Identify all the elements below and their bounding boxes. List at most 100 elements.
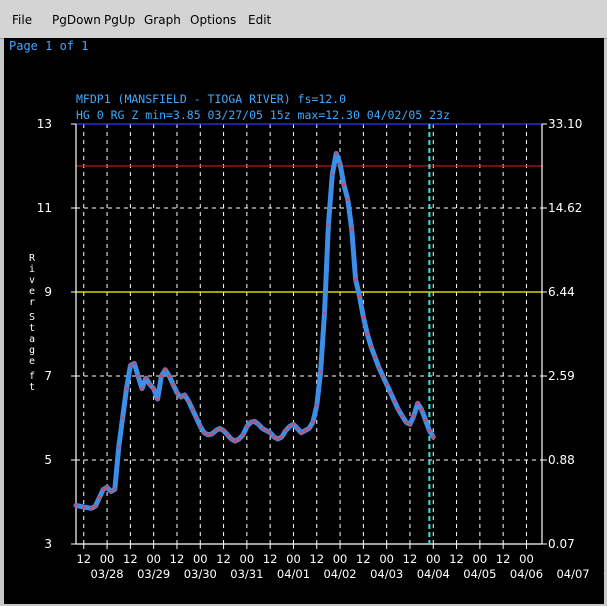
chart-subtitle: HG 0 RG Z min=3.85 03/27/05 15z max=12.3… xyxy=(76,108,450,122)
y-tick-label: 13 xyxy=(37,117,52,131)
data-point xyxy=(423,418,428,422)
y2-tick-label: 2.59 xyxy=(548,369,575,383)
y-tick-label: 9 xyxy=(44,285,52,299)
data-point xyxy=(377,365,381,370)
y-tick-label: 3 xyxy=(44,537,52,551)
y-tick-label: 5 xyxy=(44,453,52,467)
y2-tick-label: 14.62 xyxy=(548,201,582,215)
menu-edit[interactable]: Edit xyxy=(248,13,272,27)
data-point xyxy=(427,428,432,433)
data-point xyxy=(186,399,191,404)
x-tick-label: 00 xyxy=(100,552,115,566)
data-point xyxy=(373,355,377,359)
data-point xyxy=(249,420,253,425)
x-tick-label: 12 xyxy=(309,552,324,566)
y-axis-label-char: e xyxy=(29,356,35,367)
data-point xyxy=(206,433,210,437)
data-point xyxy=(74,503,78,508)
data-point xyxy=(311,420,315,425)
x-date-label: 04/04 xyxy=(417,567,450,581)
x-tick-label: 00 xyxy=(146,552,161,566)
data-point xyxy=(384,382,389,387)
y-axis-label-char: r xyxy=(29,297,35,308)
y2-tick-label: 0.07 xyxy=(548,537,575,551)
x-tick-label: 00 xyxy=(286,552,301,566)
data-point xyxy=(182,393,187,397)
y-axis-label-char: t xyxy=(29,382,35,393)
data-point xyxy=(280,435,284,439)
data-point xyxy=(214,428,218,433)
page-label: Page 1 of 1 xyxy=(9,39,89,53)
data-point xyxy=(400,414,405,418)
data-point xyxy=(303,428,307,433)
data-point xyxy=(381,374,385,378)
data-point xyxy=(237,437,241,441)
plot-window: Page 1 of 1 MFDP1 (MANSFIELD - TIOGA RIV… xyxy=(4,38,604,604)
data-point xyxy=(369,344,373,349)
x-tick-label: 12 xyxy=(76,552,91,566)
data-point xyxy=(268,430,273,435)
x-tick-label: 00 xyxy=(333,552,348,566)
data-point xyxy=(167,374,171,378)
data-point xyxy=(120,416,125,420)
data-point xyxy=(415,401,420,406)
y2-tick-label: 0.88 xyxy=(548,453,575,467)
chart-title: MFDP1 (MANSFIELD - TIOGA RIVER) fs=12.0 xyxy=(76,92,346,106)
x-date-label: 03/30 xyxy=(184,567,217,581)
data-point xyxy=(252,419,257,424)
data-point xyxy=(225,433,230,437)
x-tick-label: 00 xyxy=(519,552,534,566)
y-axis-label-char: e xyxy=(29,286,35,297)
data-point xyxy=(264,428,269,433)
data-point xyxy=(338,162,342,166)
data-point xyxy=(109,489,113,494)
data-point xyxy=(93,504,98,509)
y-axis-label-char: a xyxy=(29,334,35,345)
data-point xyxy=(175,391,179,395)
x-tick-label: 00 xyxy=(379,552,394,566)
x-tick-label: 00 xyxy=(426,552,441,566)
data-point xyxy=(245,424,249,429)
data-point xyxy=(419,407,424,412)
data-point xyxy=(299,430,304,435)
data-point xyxy=(151,386,156,391)
data-point xyxy=(194,416,199,420)
menu-graph[interactable]: Graph xyxy=(144,13,181,27)
data-point xyxy=(124,386,129,391)
data-point xyxy=(330,172,335,177)
x-tick-label: 12 xyxy=(449,552,464,566)
y2-tick-label: 6.44 xyxy=(548,285,575,299)
data-point xyxy=(217,426,222,431)
menu-options[interactable]: Options xyxy=(190,13,237,27)
data-point xyxy=(229,437,234,441)
data-point xyxy=(132,361,137,366)
x-date-label: 03/28 xyxy=(90,567,123,581)
menu-pgdown[interactable]: PgDown xyxy=(52,13,101,27)
data-point xyxy=(342,183,346,187)
data-point xyxy=(283,428,288,433)
data-point xyxy=(334,151,339,156)
data-point xyxy=(159,374,164,378)
data-point xyxy=(148,382,152,387)
data-point xyxy=(113,487,117,492)
data-point xyxy=(412,414,416,418)
data-point xyxy=(353,277,358,282)
menu-bar: File PgDown PgUp Graph Options Edit xyxy=(0,0,607,39)
y-axis-label-char: S xyxy=(29,312,35,323)
y-axis-label-char: v xyxy=(29,275,35,286)
data-point xyxy=(171,382,175,387)
data-point xyxy=(361,315,366,320)
data-point xyxy=(136,374,140,378)
data-point xyxy=(276,437,280,441)
data-point xyxy=(291,422,296,427)
menu-pgup[interactable]: PgUp xyxy=(104,13,136,27)
x-date-label: 04/08 xyxy=(603,567,604,581)
data-point xyxy=(307,426,311,431)
menu-file[interactable]: File xyxy=(12,13,33,27)
data-point xyxy=(318,370,323,374)
data-point xyxy=(198,424,203,429)
data-point xyxy=(315,403,319,408)
y-axis-label-char: f xyxy=(29,371,35,382)
y-axis-label-char: g xyxy=(29,345,35,356)
data-point xyxy=(396,407,401,412)
